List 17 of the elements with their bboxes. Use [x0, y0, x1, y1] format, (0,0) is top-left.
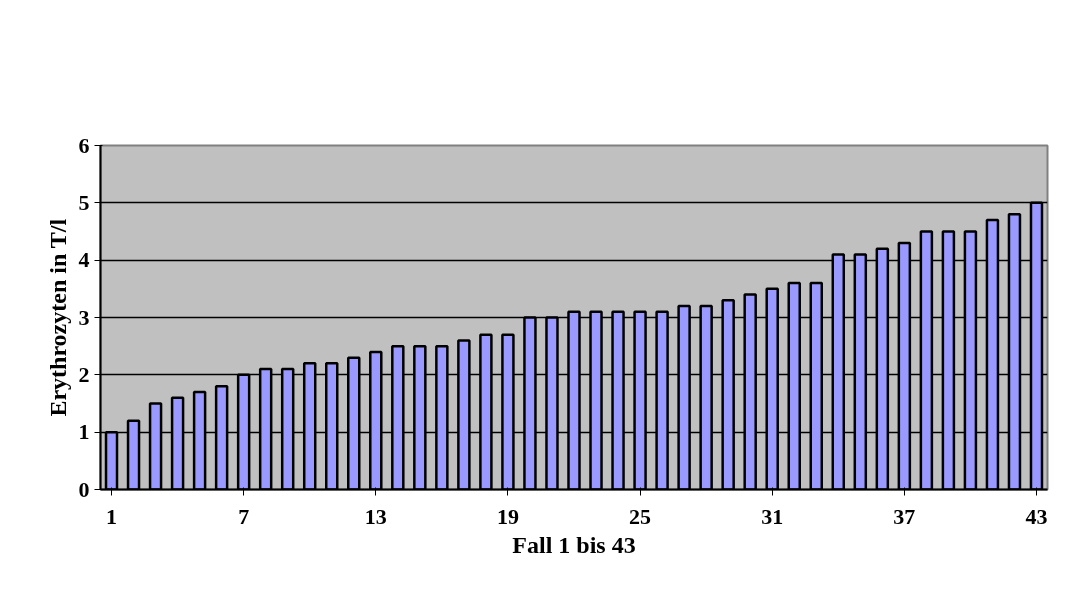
x-tick-label: 1 — [106, 503, 118, 529]
x-axis-title: Fall 1 bis 43 — [512, 531, 636, 558]
y-tick-label: 0 — [78, 476, 90, 502]
y-axis-title: Erythrozyten in T/l — [44, 218, 71, 417]
y-tick-label: 5 — [78, 189, 90, 215]
x-tick-label: 25 — [629, 503, 652, 529]
y-tick-label: 4 — [78, 247, 90, 273]
x-tick-label: 19 — [496, 503, 519, 529]
y-tick-label: 6 — [78, 132, 90, 158]
x-tick-label: 43 — [1025, 503, 1048, 529]
x-tick-label: 37 — [893, 503, 916, 529]
x-tick-label: 31 — [761, 503, 784, 529]
x-tick-label: 7 — [238, 503, 250, 529]
y-tick-label: 3 — [78, 304, 90, 330]
y-tick-label: 1 — [78, 419, 90, 445]
x-tick-label: 13 — [364, 503, 387, 529]
y-tick-label: 2 — [78, 361, 90, 387]
